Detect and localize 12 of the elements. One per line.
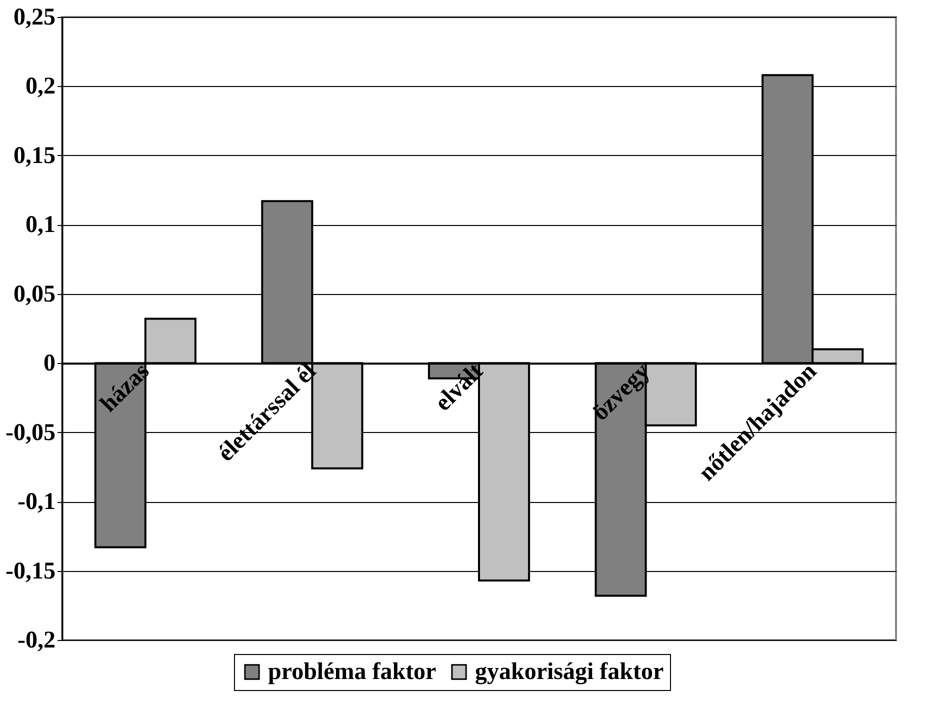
y-tick-label: 0,15 — [14, 142, 56, 169]
y-tick-label: 0 — [44, 350, 56, 377]
y-tick-label: 0,05 — [14, 281, 56, 308]
legend-label: probléma faktor — [268, 659, 437, 685]
y-tick-label: -0,1 — [18, 489, 56, 516]
y-tick-label: 0,1 — [26, 212, 56, 238]
y-tick-label: 0,2 — [26, 74, 56, 100]
y-tick-label: -0,15 — [6, 558, 56, 584]
y-tick-label: 0,25 — [14, 4, 56, 30]
y-tick-label: -0,2 — [18, 628, 56, 654]
legend-label: gyakorisági faktor — [475, 659, 664, 685]
y-tick-label: -0,05 — [6, 420, 56, 446]
